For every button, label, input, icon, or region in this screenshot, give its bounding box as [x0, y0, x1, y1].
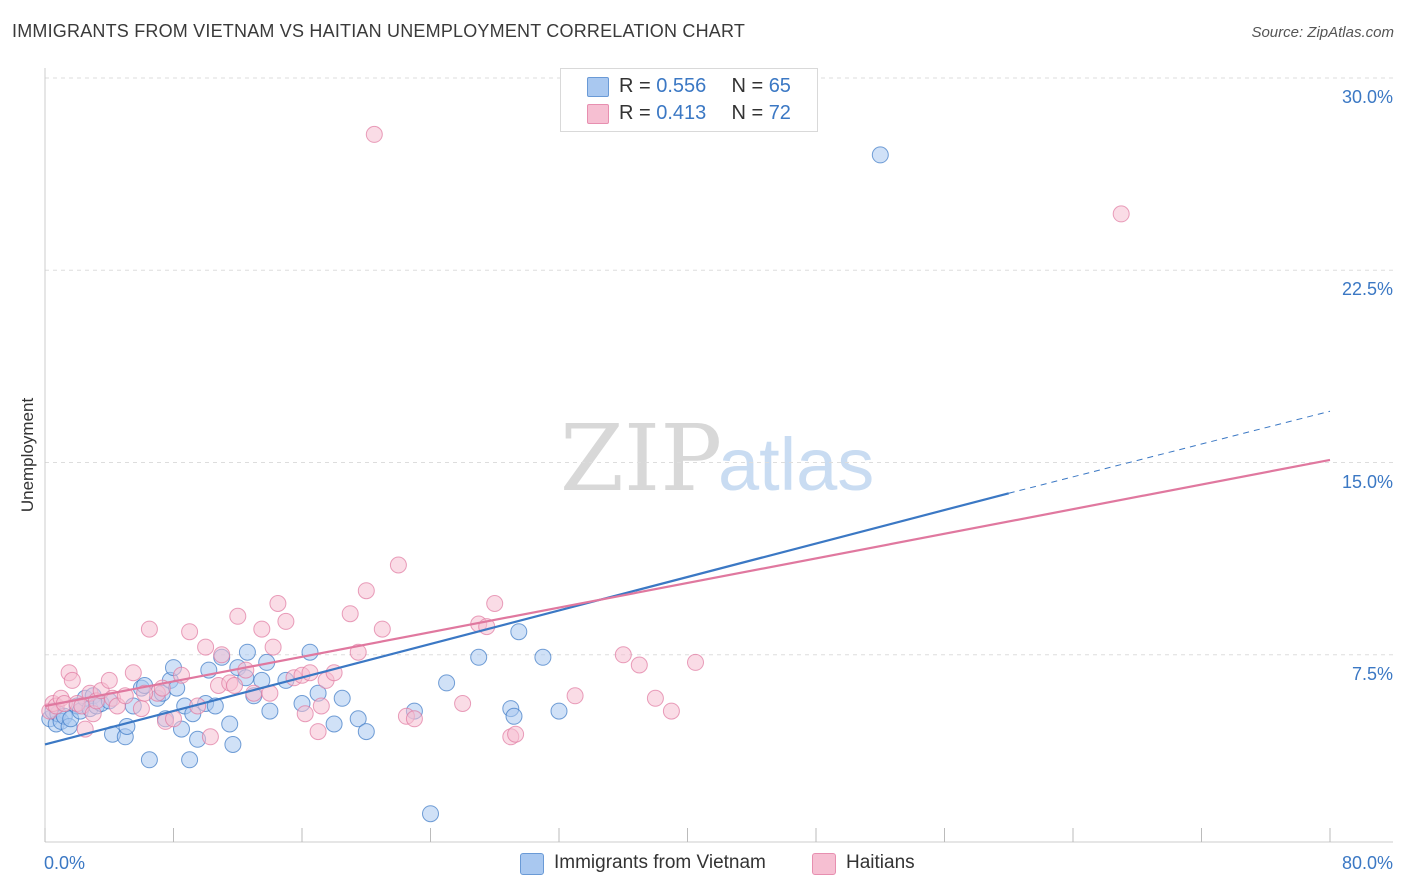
correlation-legend: R = 0.556 N = 65 R = 0.413 N = 72	[560, 68, 818, 132]
point-vietnam	[261, 702, 279, 720]
point-haitians	[100, 671, 118, 689]
point-vietnam	[325, 715, 343, 733]
point-haitians	[136, 684, 154, 702]
point-vietnam	[357, 723, 375, 741]
watermark-zip: ZIP	[560, 405, 722, 512]
point-vietnam	[470, 648, 488, 666]
source-label: Source: ZipAtlas.com	[1251, 24, 1394, 41]
legend-r-label: R =	[619, 102, 651, 124]
point-haitians	[454, 695, 472, 712]
legend-n-label: N =	[731, 75, 764, 97]
trendline-haitians	[44, 458, 1331, 708]
legend-n-value: 72	[768, 102, 791, 124]
point-haitians	[226, 677, 243, 694]
trendline-vietnam	[44, 492, 1010, 746]
point-vietnam	[505, 707, 523, 725]
point-vietnam	[333, 689, 351, 707]
point-vietnam	[510, 623, 528, 641]
series-swatch-vietnam	[520, 853, 544, 875]
point-vietnam	[422, 805, 439, 823]
point-haitians	[140, 620, 158, 638]
point-haitians	[662, 702, 680, 720]
point-haitians	[566, 687, 584, 705]
point-haitians	[132, 700, 150, 718]
point-haitians	[614, 646, 632, 664]
point-vietnam	[349, 710, 367, 728]
chart-title: IMMIGRANTS FROM VIETNAM VS HAITIAN UNEMP…	[12, 21, 746, 41]
point-haitians	[349, 643, 367, 661]
point-haitians	[197, 638, 215, 656]
point-vietnam	[550, 702, 568, 720]
point-haitians	[365, 125, 383, 143]
point-haitians	[357, 582, 375, 600]
point-haitians	[237, 661, 255, 679]
point-haitians	[229, 607, 247, 625]
point-haitians	[507, 725, 525, 743]
series-label-vietnam: Immigrants from Vietnam	[554, 852, 766, 873]
point-haitians	[1112, 205, 1130, 223]
point-haitians	[405, 710, 423, 728]
point-haitians	[309, 723, 327, 741]
point-haitians	[201, 728, 219, 746]
point-haitians	[312, 697, 330, 715]
point-haitians	[301, 664, 319, 682]
watermark-atlas: atlas	[718, 423, 874, 506]
point-vietnam	[238, 643, 256, 661]
point-vietnam	[221, 715, 239, 733]
point-haitians	[296, 705, 314, 723]
y-tick-label: 7.5%	[1351, 663, 1393, 684]
point-haitians	[277, 612, 295, 630]
point-vietnam	[181, 751, 199, 769]
point-vietnam	[438, 674, 456, 692]
legend-r-value: 0.413	[656, 102, 707, 124]
series-label-haitians: Haitians	[846, 852, 915, 873]
point-vietnam	[140, 751, 158, 769]
point-haitians	[389, 556, 407, 574]
x-tick-label-max: 80.0%	[1341, 853, 1393, 873]
point-haitians	[213, 646, 231, 664]
legend-n-value: 65	[768, 75, 791, 97]
point-vietnam	[301, 643, 319, 661]
x-tick-label-min: 0.0%	[44, 853, 86, 873]
legend-n-label: N =	[731, 102, 764, 124]
point-vietnam	[534, 648, 552, 666]
point-haitians	[253, 620, 271, 638]
y-tick-label: 30.0%	[1341, 87, 1393, 107]
point-haitians	[341, 605, 359, 623]
point-haitians	[264, 638, 282, 656]
point-haitians	[63, 671, 81, 689]
legend-r-label: R =	[619, 75, 651, 97]
point-haitians	[630, 656, 648, 674]
point-haitians	[373, 620, 391, 638]
legend-swatch-vietnam	[587, 77, 609, 97]
point-haitians	[181, 623, 199, 641]
legend-r-value: 0.556	[656, 75, 707, 97]
point-haitians	[269, 595, 287, 612]
trendline-vietnam-projection	[1008, 410, 1331, 494]
point-vietnam	[871, 146, 889, 164]
point-haitians	[646, 689, 664, 707]
point-haitians	[486, 595, 504, 612]
legend-swatch-haitians	[587, 104, 609, 124]
series-swatch-haitians	[812, 853, 836, 875]
point-haitians	[124, 664, 142, 682]
y-tick-label: 15.0%	[1341, 471, 1393, 492]
y-tick-label: 22.5%	[1341, 279, 1393, 300]
point-vietnam	[224, 736, 242, 753]
point-haitians	[687, 653, 704, 671]
